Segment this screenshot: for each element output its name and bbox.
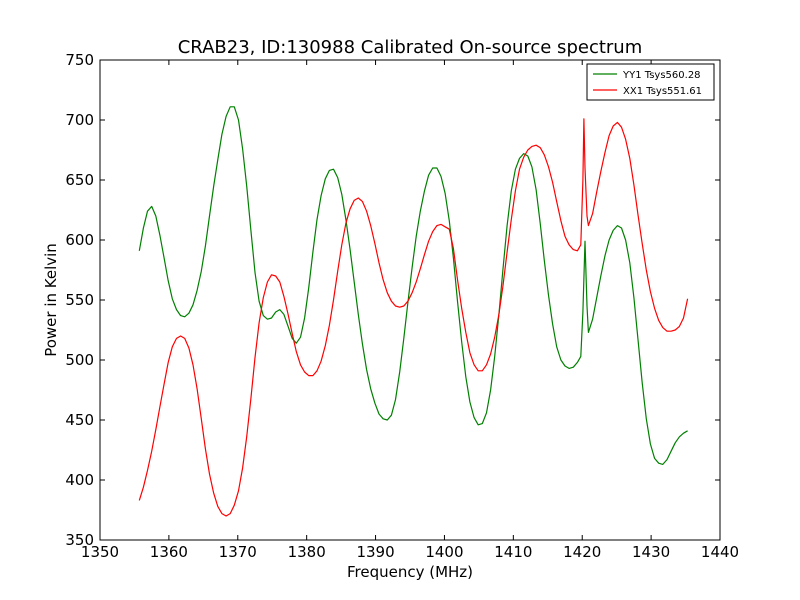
ticks-layer: 1350 1360 1370 1380 1390 1400 1410 1420 1430 1440… xyxy=(65,51,739,561)
y-tick-label: 600 xyxy=(65,231,94,249)
chart-title: CRAB23, ID:130988 Calibrated On-source s… xyxy=(178,37,643,58)
x-tick-label: 1390 xyxy=(356,543,394,561)
x-tick-label: 1430 xyxy=(632,543,670,561)
y-tick-label: 350 xyxy=(65,531,94,549)
x-tick-label: 1380 xyxy=(288,543,326,561)
legend: YY1 Tsys560.28 XX1 Tsys551.61 xyxy=(586,63,715,101)
x-tick-label: 1350 xyxy=(81,543,119,561)
series-line-xx1 xyxy=(138,118,689,517)
series-line-yy1 xyxy=(138,106,688,465)
y-tick-label: 500 xyxy=(65,351,94,369)
x-tick-label: 1400 xyxy=(425,543,463,561)
y-tick-label: 700 xyxy=(65,111,94,129)
x-tick-label: 1420 xyxy=(563,543,601,561)
y-axis-title: Power in Kelvin xyxy=(42,243,60,357)
legend-label: YY1 Tsys560.28 xyxy=(622,70,701,81)
series-layer xyxy=(138,106,689,517)
x-tick-label: 1440 xyxy=(701,543,739,561)
x-tick-label: 1360 xyxy=(150,543,188,561)
y-tick-label: 550 xyxy=(65,291,94,309)
legend-label: XX1 Tsys551.61 xyxy=(623,86,702,97)
x-tick-label: 1410 xyxy=(494,543,532,561)
y-tick-label: 400 xyxy=(65,471,94,489)
y-tick-label: 650 xyxy=(65,171,94,189)
plot-area xyxy=(100,60,720,540)
x-tick-label: 1370 xyxy=(219,543,257,561)
y-tick-label: 750 xyxy=(65,51,94,69)
y-tick-label: 450 xyxy=(65,411,94,429)
x-axis-title: Frequency (MHz) xyxy=(347,563,473,581)
legend-box xyxy=(586,63,715,101)
